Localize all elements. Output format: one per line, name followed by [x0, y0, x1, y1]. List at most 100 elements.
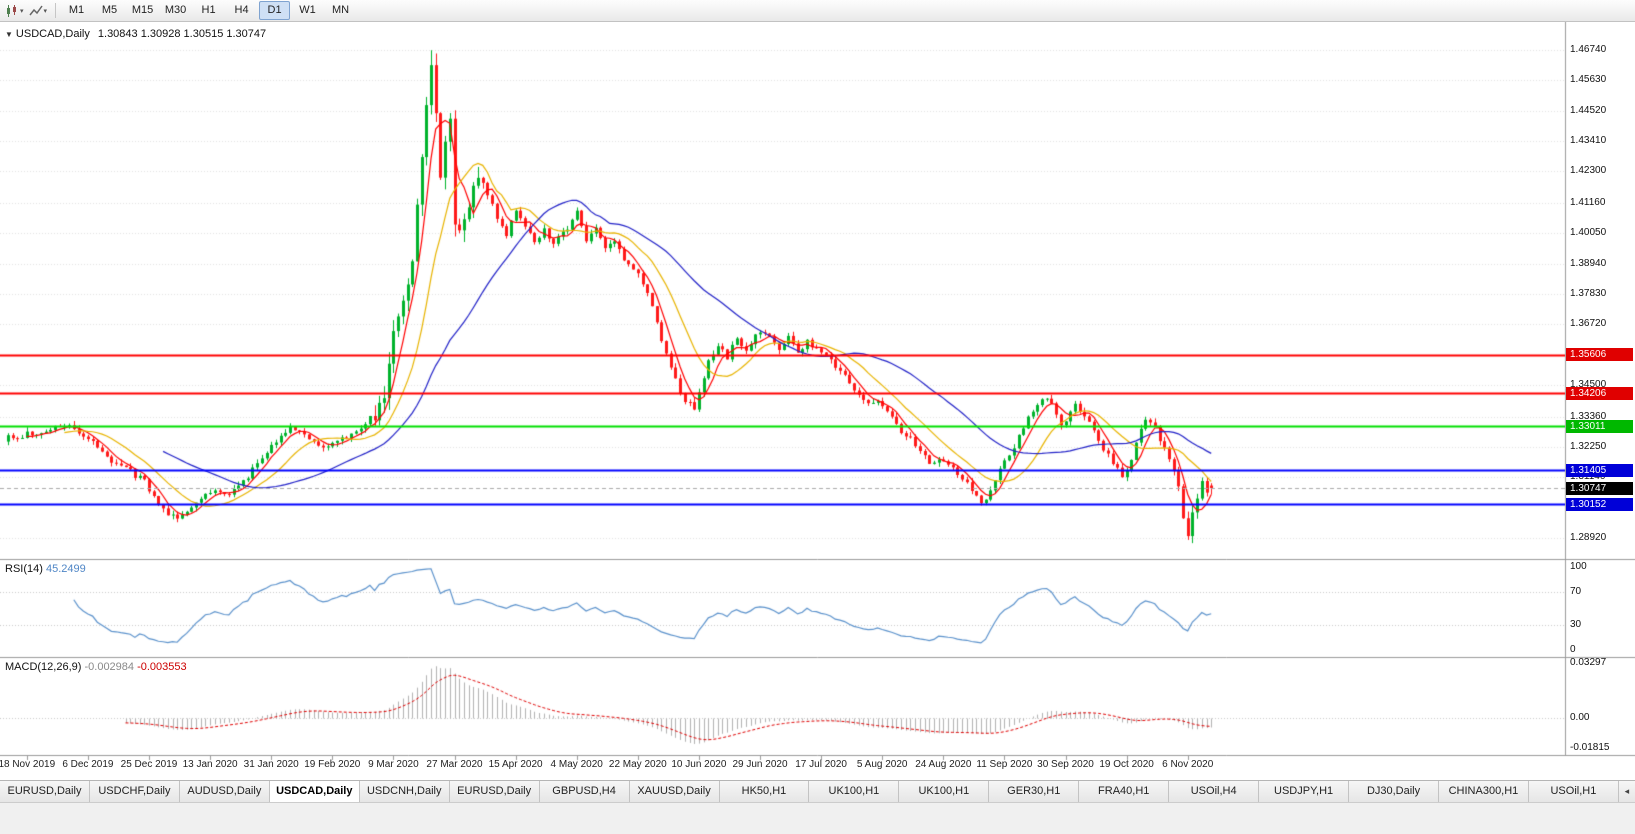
- level-price-badge: 1.33011: [1566, 419, 1633, 433]
- chart-tab-uk100-h1[interactable]: UK100,H1: [809, 781, 900, 802]
- time-scale-label: 10 Jun 2020: [671, 759, 727, 770]
- close-value: 1.30747: [226, 28, 267, 40]
- price-chart-canvas[interactable]: [0, 22, 1635, 780]
- rsi-scale-label: 30: [1570, 619, 1582, 631]
- chart-tab-fra40-h1[interactable]: FRA40,H1: [1079, 781, 1170, 802]
- line-chart-icon: [28, 5, 43, 15]
- chart-tab-usoil-h1[interactable]: USOil,H1: [1528, 781, 1619, 802]
- price-scale-label: 1.42300: [1570, 165, 1607, 177]
- time-scale-label: 15 Apr 2020: [488, 759, 543, 770]
- rsi-header: RSI(14) 45.2499: [5, 563, 86, 575]
- price-scale-label: 1.32250: [1570, 440, 1607, 452]
- timeframe-button-mn[interactable]: MN: [331, 4, 350, 16]
- time-scale-label: 31 Jan 2020: [243, 759, 299, 770]
- chart-tab-usdjpy-h1[interactable]: USDJPY,H1: [1259, 781, 1350, 802]
- time-scale-label: 19 Oct 2020: [1099, 759, 1154, 770]
- time-scale-label: 6 Nov 2020: [1162, 759, 1214, 770]
- time-scale-label: 13 Jan 2020: [182, 759, 238, 770]
- tab-scroll-left-icon[interactable]: ◂: [1618, 781, 1635, 802]
- chart-tab-audusd-daily[interactable]: AUDUSD,Daily: [179, 781, 270, 802]
- chart-tab-china300-h1[interactable]: CHINA300,H1: [1439, 781, 1529, 802]
- chart-type-button[interactable]: ▾: [3, 2, 26, 20]
- toolbar-separator: [55, 3, 57, 18]
- price-scale-label: 1.40050: [1570, 227, 1607, 239]
- level-price-badge: 1.35606: [1566, 348, 1633, 362]
- price-scale-label: 1.28920: [1570, 532, 1607, 544]
- chart-region: ▼ USDCAD,Daily 1.30843 1.30928 1.30515 1.3…: [0, 22, 1635, 780]
- price-scale-label: 1.46740: [1570, 43, 1607, 55]
- low-value: 1.30515: [183, 28, 224, 40]
- macd-scale-label: 0.03297: [1570, 657, 1607, 669]
- time-scale-label: 17 Jul 2020: [795, 759, 847, 770]
- timeframe-button-d1[interactable]: D1: [259, 1, 291, 20]
- current-price-badge: 1.30747: [1566, 481, 1633, 495]
- price-scale-label: 1.43410: [1570, 134, 1607, 146]
- macd-header: MACD(12,26,9) -0.002984 -0.003553: [5, 661, 187, 673]
- chart-tab-xauusd-daily[interactable]: XAUUSD,Daily: [629, 781, 720, 802]
- chart-tab-dj30-daily[interactable]: DJ30,Daily: [1349, 781, 1439, 802]
- macd-label: MACD(12,26,9): [5, 661, 82, 673]
- chart-tab-uk100-h1[interactable]: UK100,H1: [899, 781, 990, 802]
- time-scale-label: 25 Dec 2019: [120, 759, 178, 770]
- price-scale-label: 1.41160: [1570, 196, 1606, 208]
- collapse-chart-icon[interactable]: ▼: [5, 30, 13, 39]
- chart-tab-usdchf-daily[interactable]: USDCHF,Daily: [89, 781, 180, 802]
- macd-scale-label: 0.00: [1570, 712, 1590, 723]
- candlestick-chart-icon: [7, 4, 16, 17]
- level-price-badge: 1.31405: [1566, 463, 1633, 477]
- price-scale-label: 1.45630: [1570, 74, 1607, 86]
- time-scale-label: 24 Aug 2020: [915, 759, 972, 770]
- time-scale-label: 29 Jun 2020: [732, 759, 788, 770]
- rsi-label: RSI(14): [5, 563, 43, 575]
- price-scale-label: 1.33360: [1570, 410, 1607, 422]
- timeframe-button-w1[interactable]: W1: [299, 4, 316, 16]
- chart-tab-usdcad-daily[interactable]: USDCAD,Daily: [269, 781, 360, 802]
- rsi-scale-label: 0: [1570, 644, 1576, 655]
- chart-tab-hk50-h1[interactable]: HK50,H1: [719, 781, 810, 802]
- timeframe-button-m30[interactable]: M30: [164, 4, 187, 16]
- chart-tab-eurusd-daily[interactable]: EURUSD,Daily: [0, 781, 90, 802]
- chart-tab-usdcnh-daily[interactable]: USDCNH,Daily: [359, 781, 450, 802]
- level-price-badge: 1.34206: [1566, 386, 1633, 400]
- chevron-down-icon: ▾: [20, 7, 24, 15]
- time-scale-label: 27 Mar 2020: [426, 759, 483, 770]
- time-scale-label: 30 Sep 2020: [1037, 759, 1094, 770]
- time-scale-label: 9 Mar 2020: [368, 759, 419, 770]
- timeframe-button-m15[interactable]: M15: [131, 4, 154, 16]
- time-scale-label: 18 Nov 2019: [0, 759, 56, 770]
- price-scale-label: 1.38940: [1570, 257, 1607, 269]
- price-scale-label: 1.31140: [1570, 471, 1606, 483]
- time-scale-label: 6 Dec 2019: [62, 759, 114, 770]
- price-scale-label: 1.37830: [1570, 287, 1607, 299]
- timeframe-button-group: M1 M5 M15 M30 H1 H4 D1 W1 MN: [61, 1, 358, 20]
- high-value: 1.30928: [140, 28, 181, 40]
- price-scale-label: 1.36720: [1570, 318, 1607, 330]
- indicators-button[interactable]: ▾: [27, 2, 50, 20]
- rsi-scale-label: 70: [1570, 585, 1582, 597]
- price-scale-label: 1.34500: [1570, 379, 1607, 391]
- rsi-value: 45.2499: [45, 563, 86, 575]
- open-value: 1.30843: [97, 28, 138, 40]
- level-price-badge: 1.30152: [1566, 497, 1633, 511]
- timeframe-button-h4[interactable]: H4: [234, 4, 249, 16]
- price-scale-label: 1.44520: [1570, 104, 1607, 116]
- chart-tab-ger30-h1[interactable]: GER30,H1: [989, 781, 1080, 802]
- macd-main-value: -0.002984: [84, 661, 135, 673]
- time-scale-label: 11 Sep 2020: [976, 759, 1033, 770]
- timeframe-button-m1[interactable]: M1: [68, 4, 85, 16]
- macd-signal-value: -0.003553: [137, 661, 187, 673]
- chart-tab-eurusd-daily[interactable]: EURUSD,Daily: [449, 781, 540, 802]
- chart-tab-usoil-h4[interactable]: USOil,H4: [1169, 781, 1260, 802]
- top-toolbar: ▾ ▾ M1 M5 M15 M30 H1 H4 D1 W1 MN: [0, 0, 1635, 22]
- chevron-down-icon: ▾: [43, 7, 48, 15]
- time-scale-label: 5 Aug 2020: [856, 759, 908, 770]
- status-bar: [0, 802, 1635, 834]
- time-scale-label: 22 May 2020: [608, 759, 667, 770]
- chart-symbol-label: USDCAD,Daily: [15, 28, 90, 40]
- chart-ohlc-header: ▼ USDCAD,Daily 1.30843 1.30928 1.30515 1.3…: [5, 28, 266, 40]
- time-scale-label: 19 Feb 2020: [304, 759, 361, 770]
- macd-scale-label: -0.01815: [1570, 742, 1610, 754]
- timeframe-button-h1[interactable]: H1: [201, 4, 216, 16]
- chart-tab-gbpusd-h4[interactable]: GBPUSD,H4: [539, 781, 630, 802]
- timeframe-button-m5[interactable]: M5: [101, 4, 118, 16]
